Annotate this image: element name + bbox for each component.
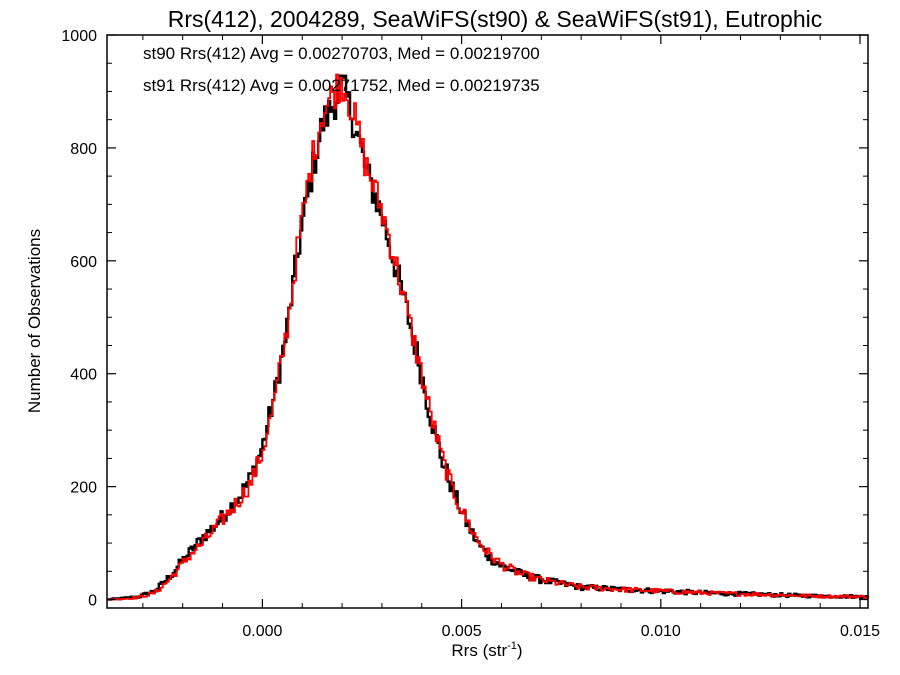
y-tick-label: 0 [88, 593, 97, 610]
y-tick-label: 1000 [61, 28, 97, 45]
x-axis-title-main: Rrs (str [451, 641, 507, 660]
y-tick-label: 200 [70, 480, 97, 497]
y-tick-label: 600 [70, 254, 97, 271]
y-axis-title: Number of Observations [25, 229, 44, 413]
chart-title: Rrs(412), 2004289, SeaWiFS(st90) & SeaWi… [168, 6, 822, 32]
y-tick-label: 800 [70, 141, 97, 158]
annotation-st91: st91 Rrs(412) Avg = 0.00271752, Med = 0.… [143, 76, 540, 95]
x-tick-label: 0.015 [840, 623, 880, 640]
x-axis-title: Rrs (str-1) [451, 640, 522, 660]
y-axis: 0 200 400 600 800 1000 [61, 28, 868, 610]
series-layer [107, 73, 870, 601]
annotation-st90: st90 Rrs(412) Avg = 0.00270703, Med = 0.… [143, 44, 540, 63]
plot-area [106, 34, 870, 609]
x-axis-title-close: ) [517, 641, 523, 660]
plot-frame [106, 34, 869, 609]
x-tick-label: 0.000 [242, 623, 282, 640]
y-tick-label: 400 [70, 367, 97, 384]
x-tick-label: 0.010 [641, 623, 681, 640]
series-line-st91 [107, 73, 869, 601]
x-tick-label: 0.005 [442, 623, 482, 640]
x-axis-title-superscript: -1 [507, 640, 517, 652]
x-axis: 0.000 0.005 0.010 0.015 [142, 35, 880, 640]
